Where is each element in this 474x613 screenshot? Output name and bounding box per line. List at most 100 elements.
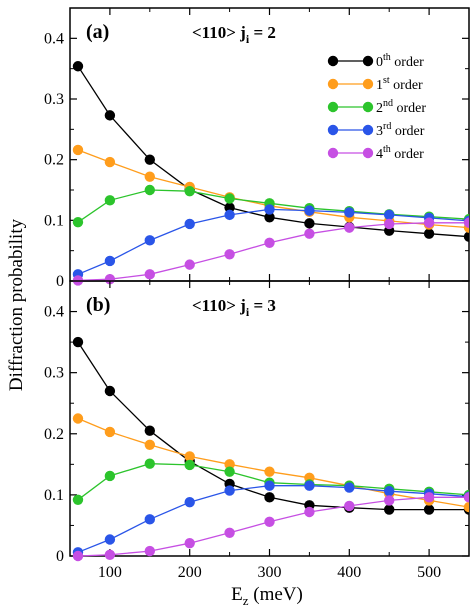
data-point-order-3 xyxy=(184,218,195,230)
data-point-order-4 xyxy=(184,259,195,270)
data-point-order-0 xyxy=(384,504,395,515)
data-point-order-4 xyxy=(144,269,155,280)
plot-frame xyxy=(69,280,470,557)
data-point-order-2 xyxy=(224,466,235,477)
data-point-order-3 xyxy=(264,204,275,215)
data-point-order-3 xyxy=(184,497,195,508)
legend-marker-order-4 xyxy=(362,147,374,159)
panel-tag: (b) xyxy=(86,294,110,316)
panel-title: <110> ji = 3 xyxy=(192,296,276,319)
y-tick-label: 0.3 xyxy=(44,365,64,382)
x-tick-label: 300 xyxy=(258,564,282,581)
data-point-order-2 xyxy=(72,216,84,228)
data-point-order-2 xyxy=(184,186,195,197)
data-point-order-2 xyxy=(144,458,155,469)
data-point-order-0 xyxy=(264,212,275,223)
data-point-order-0 xyxy=(224,202,235,213)
data-point-order-0 xyxy=(463,231,469,242)
data-point-order-3 xyxy=(384,486,395,497)
legend-label-order-1: 1st order xyxy=(376,75,423,93)
data-point-order-4 xyxy=(264,516,275,527)
data-point-order-1 xyxy=(224,459,235,470)
data-point-order-0 xyxy=(264,492,275,503)
data-point-order-1 xyxy=(144,171,155,182)
data-point-order-4 xyxy=(104,273,116,285)
data-point-order-3 xyxy=(384,209,395,221)
panel-b: 0 0.1 0.2 0.3 0.4 100 200 300 400 500 (b) <110> ji … xyxy=(44,280,470,581)
data-point-order-2 xyxy=(104,470,116,482)
y-tick-label: 0.1 xyxy=(44,487,64,504)
data-point-order-1 xyxy=(72,144,84,156)
legend-marker-order-1 xyxy=(327,78,339,90)
data-point-order-3 xyxy=(224,485,235,496)
data-point-order-4 xyxy=(304,506,315,518)
data-point-order-3 xyxy=(144,514,155,525)
data-point-order-4 xyxy=(304,228,315,239)
data-point-order-2 xyxy=(184,459,195,471)
data-point-order-4 xyxy=(384,218,395,230)
data-point-order-3 xyxy=(304,480,315,491)
data-point-order-0 xyxy=(104,385,116,397)
data-point-order-0 xyxy=(144,425,155,436)
data-point-order-4 xyxy=(144,545,155,557)
legend-marker-order-0 xyxy=(327,55,339,67)
data-point-order-2 xyxy=(104,195,116,206)
legend-marker-order-3 xyxy=(327,124,339,136)
y-tick-label: 0 xyxy=(56,548,64,565)
data-point-order-1 xyxy=(463,501,469,513)
data-point-order-2 xyxy=(144,184,155,196)
data-point-order-3 xyxy=(344,207,355,218)
data-point-order-4 xyxy=(344,500,355,512)
data-point-order-0 xyxy=(423,228,435,239)
data-point-order-2 xyxy=(72,494,84,505)
x-tick-label: 100 xyxy=(98,564,122,581)
y-tick-label: 0 xyxy=(56,273,64,290)
x-axis-label: Ez (meV) xyxy=(231,584,303,608)
data-point-order-4 xyxy=(423,492,435,503)
data-point-order-3 xyxy=(104,534,116,545)
y-tick-label: 0.4 xyxy=(44,304,64,321)
data-point-order-0 xyxy=(72,61,84,72)
x-tick-label: 500 xyxy=(417,564,441,581)
y-tick-label: 0.2 xyxy=(44,426,64,443)
data-point-order-1 xyxy=(104,426,116,438)
y-tick-label: 0.1 xyxy=(44,212,64,229)
data-point-order-0 xyxy=(144,154,155,165)
data-point-order-4 xyxy=(104,549,116,560)
data-point-order-3 xyxy=(344,482,355,493)
data-point-order-1 xyxy=(104,156,116,168)
panel-a: 0 0.1 0.2 0.3 0.4 (a) <110> ji = 2 0th order 1st… xyxy=(44,7,470,290)
x-tick-label: 400 xyxy=(337,564,361,581)
legend: 0th order 1st order 2nd order 3rd order 4th … xyxy=(327,52,426,162)
data-point-order-1 xyxy=(72,413,84,424)
data-point-order-4 xyxy=(463,217,469,228)
data-point-order-1 xyxy=(184,451,195,462)
data-point-order-4 xyxy=(224,249,235,260)
data-point-order-4 xyxy=(344,222,355,233)
data-point-order-0 xyxy=(72,336,84,348)
legend-label-order-4: 4th order xyxy=(376,144,424,162)
y-tick-label: 0.3 xyxy=(44,91,64,108)
data-point-order-4 xyxy=(72,550,84,562)
legend-label-order-3: 3rd order xyxy=(376,121,425,139)
series-group xyxy=(72,336,469,562)
x-tick-label: 200 xyxy=(178,564,202,581)
y-tick-label: 0.4 xyxy=(44,30,64,47)
data-point-order-3 xyxy=(304,205,315,216)
legend-marker-order-4 xyxy=(327,147,339,159)
data-point-order-2 xyxy=(224,193,235,204)
data-point-order-4 xyxy=(224,527,235,538)
panel-title: <110> ji = 2 xyxy=(192,23,276,46)
data-point-order-4 xyxy=(384,495,395,506)
data-point-order-3 xyxy=(104,255,116,267)
legend-marker-order-2 xyxy=(327,101,339,113)
data-point-order-1 xyxy=(264,466,275,477)
legend-marker-order-3 xyxy=(362,124,374,136)
data-point-order-4 xyxy=(423,217,435,228)
data-point-order-3 xyxy=(264,480,275,491)
data-point-order-4 xyxy=(264,237,275,248)
legend-marker-order-2 xyxy=(362,101,374,113)
series-line-order-4 xyxy=(77,222,469,282)
data-point-order-1 xyxy=(144,439,155,450)
